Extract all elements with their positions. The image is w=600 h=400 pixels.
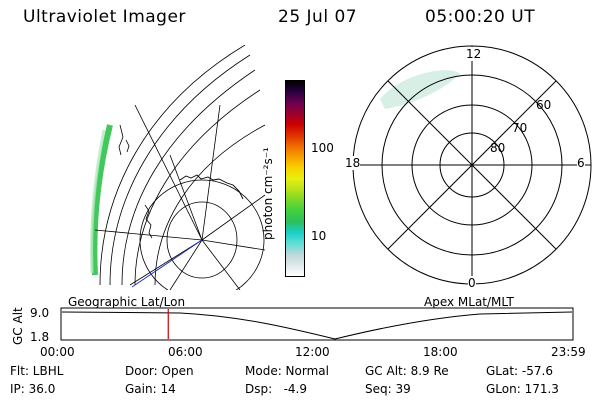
mlat-label-60: 60 (536, 98, 552, 112)
emission-patch (380, 70, 460, 109)
altitude-ytick-bottom: 1.8 (30, 330, 50, 344)
mlt-label-0: 0 (468, 276, 476, 290)
x-tick-0000: 00:00 (40, 345, 75, 359)
geo-panel-label: Geographic Lat/Lon (68, 295, 186, 309)
colorbar-tick-100: 100 (311, 141, 334, 155)
instrument-title: Ultraviolet Imager (23, 7, 186, 27)
apex-panel-label: Apex MLat/MLT (424, 295, 514, 309)
x-tick-1800: 18:00 (423, 345, 458, 359)
altitude-ytick-top: 9.0 (30, 306, 50, 320)
status-mode: Mode: Normal (245, 364, 329, 378)
x-tick-2359: 23:59 (551, 345, 586, 359)
status-seq: Seq: 39 (365, 382, 411, 396)
mlat-label-80: 80 (490, 141, 506, 155)
colorbar (285, 80, 305, 277)
altitude-ylabel: GC Alt (11, 307, 25, 345)
status-gc-alt: GC Alt: 8.9 Re (365, 364, 449, 378)
status-ip: IP: 36.0 (10, 382, 56, 396)
colorbar-label: photon cm⁻²s⁻¹ (261, 147, 275, 240)
mlat-label-70: 70 (512, 121, 528, 135)
mlt-label-6: 6 (577, 156, 585, 170)
date-label: 25 Jul 07 (278, 7, 358, 27)
aurora-band (91, 124, 113, 276)
apex-polar-plot (352, 45, 592, 285)
status-glat: GLat: -57.6 (486, 364, 553, 378)
earth-limb (99, 45, 246, 286)
mlt-label-12: 12 (466, 47, 482, 61)
time-label: 05:00:20 UT (425, 7, 536, 27)
x-tick-1200: 12:00 (295, 345, 330, 359)
status-filter: Flt: LBHL (10, 364, 64, 378)
altitude-curve (61, 311, 573, 340)
geographic-map (90, 45, 266, 290)
altitude-plot (60, 307, 574, 341)
status-glon: GLon: 171.3 (486, 382, 559, 396)
x-tick-0600: 06:00 (168, 345, 203, 359)
status-dsp: Dsp: -4.9 (245, 382, 308, 396)
colorbar-tick-10: 10 (311, 229, 327, 243)
status-door: Door: Open (125, 364, 194, 378)
status-gain: Gain: 14 (125, 382, 176, 396)
mlt-label-18: 18 (345, 156, 361, 170)
